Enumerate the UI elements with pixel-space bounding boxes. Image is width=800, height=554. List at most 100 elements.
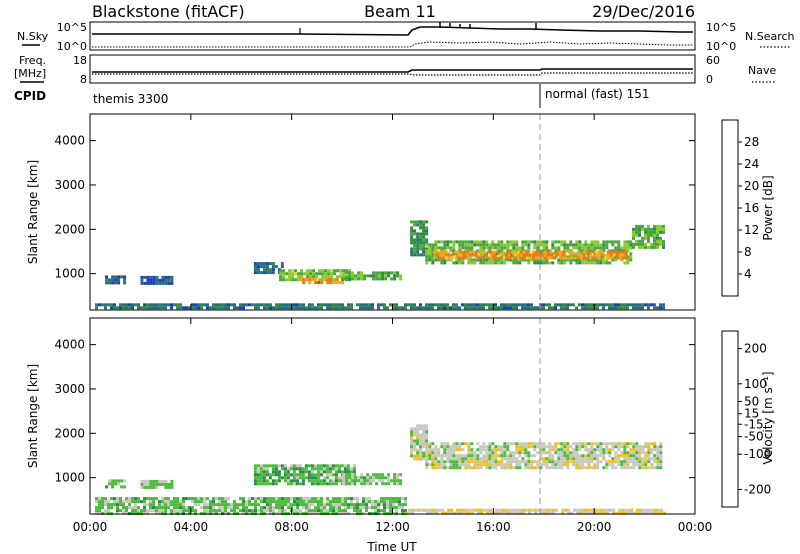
scatter-cell — [656, 457, 660, 461]
scatter-cell — [393, 274, 397, 278]
scatter-cell — [203, 303, 206, 307]
scatter-cell — [503, 463, 507, 467]
scatter-cell — [164, 275, 168, 279]
scatter-cell — [307, 470, 311, 474]
scatter-cell — [656, 242, 659, 246]
scatter-cell — [383, 506, 386, 510]
scatter-cell — [272, 500, 275, 504]
scatter-cell — [602, 240, 606, 244]
scatter-cell — [524, 460, 528, 464]
scatter-cell — [292, 479, 296, 483]
scatter-cell — [527, 466, 531, 470]
scatter-cell — [233, 306, 236, 310]
scatter-cell — [644, 242, 647, 246]
scatter-cell — [158, 500, 161, 504]
scatter-cell — [620, 442, 624, 446]
scatter-cell — [500, 240, 504, 244]
scatter-cell — [527, 451, 531, 455]
scatter-cell — [494, 451, 498, 455]
scatter-cell — [617, 240, 621, 244]
scatter-cell — [428, 454, 432, 458]
scatter-cell — [470, 240, 474, 244]
scatter-cell — [377, 500, 380, 504]
scatter-cell — [441, 508, 445, 512]
scatter-cell — [411, 508, 415, 512]
scatter-cell — [566, 442, 570, 446]
scatter-cell — [413, 430, 417, 434]
scatter-cell — [605, 246, 609, 250]
scatter-cell — [425, 229, 429, 233]
scatter-cell — [319, 464, 323, 468]
scatter-cell — [470, 460, 474, 464]
scatter-cell — [282, 269, 286, 273]
scatter-cell — [321, 269, 325, 273]
scatter-cell — [494, 243, 498, 247]
scatter-cell — [587, 454, 591, 458]
scatter-cell — [533, 445, 537, 449]
scatter-cell — [530, 306, 533, 310]
scatter-cell — [458, 460, 462, 464]
scatter-cell — [366, 473, 370, 477]
scatter-cell — [524, 448, 528, 452]
scatter-cell — [359, 306, 362, 310]
scatter-cell — [554, 451, 558, 455]
scatter-cell — [561, 511, 565, 515]
scatter-cell — [416, 433, 420, 437]
scatter-cell — [443, 454, 447, 458]
scatter-cell — [500, 460, 504, 464]
scatter-cell — [413, 445, 417, 449]
scatter-cell — [260, 303, 263, 307]
scatter-cell — [485, 240, 489, 244]
scatter-cell — [194, 503, 197, 507]
scatter-cell — [554, 448, 558, 452]
scatter-cell — [531, 256, 535, 260]
scatter-cell — [352, 464, 356, 468]
scatter-cell — [227, 497, 230, 501]
scatter-cell — [399, 277, 403, 281]
scatter-cell — [491, 240, 495, 244]
scatter-cell — [545, 463, 549, 467]
scatter-cell — [446, 466, 450, 470]
scatter-cell — [110, 497, 113, 501]
scatter-cell — [182, 506, 185, 510]
scatter-cell — [626, 303, 629, 307]
scatter-cell — [95, 500, 98, 504]
colorbar-tick-label: -15 — [744, 417, 764, 431]
scatter-cell — [342, 476, 346, 480]
scatter-cell — [470, 306, 473, 310]
scatter-cell — [495, 508, 499, 512]
scatter-cell — [458, 442, 462, 446]
scatter-cell — [280, 265, 284, 269]
scatter-cell — [279, 272, 283, 276]
scatter-cell — [302, 278, 306, 282]
scatter-cell — [578, 240, 582, 244]
scatter-cell — [467, 463, 471, 467]
scatter-cell — [340, 470, 344, 474]
scatter-cell — [117, 482, 121, 486]
scatter-cell — [545, 457, 549, 461]
scatter-cell — [230, 503, 233, 507]
scatter-cell — [563, 463, 567, 467]
scatter-cell — [330, 272, 334, 276]
scatter-cell — [152, 306, 155, 310]
scatter-cell — [438, 253, 442, 257]
scatter-cell — [305, 306, 308, 310]
scatter-cell — [410, 303, 413, 307]
scatter-cell — [554, 246, 558, 250]
scatter-cell — [497, 258, 501, 262]
scatter-cell — [428, 246, 432, 250]
scatter-cell — [330, 269, 334, 273]
scatter-cell — [659, 227, 662, 231]
scatter-cell — [428, 451, 432, 455]
scatter-cell — [134, 500, 137, 504]
scatter-cell — [644, 245, 647, 249]
scatter-cell — [596, 466, 600, 470]
scatter-cell — [158, 281, 162, 285]
scatter-cell — [593, 442, 597, 446]
scatter-cell — [591, 256, 595, 260]
scatter-cell — [167, 482, 171, 486]
scatter-cell — [398, 503, 401, 507]
scatter-cell — [473, 466, 477, 470]
scatter-cell — [111, 281, 115, 285]
scatter-cell — [386, 506, 389, 510]
